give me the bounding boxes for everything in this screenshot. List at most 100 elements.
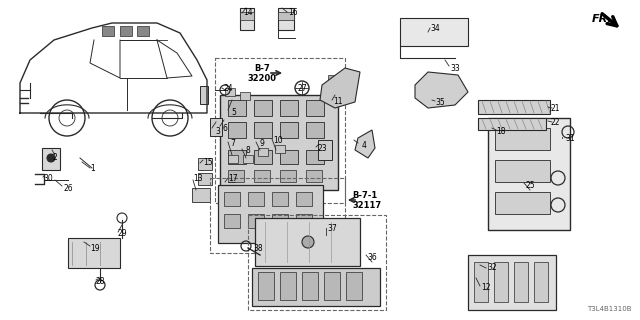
Text: 7: 7 <box>230 139 236 148</box>
Text: 8: 8 <box>246 146 250 155</box>
Text: 9: 9 <box>260 139 264 148</box>
Text: 26: 26 <box>63 183 73 193</box>
Bar <box>240 12 254 20</box>
Text: 18: 18 <box>496 126 506 135</box>
Text: 1: 1 <box>91 164 95 172</box>
Text: 28: 28 <box>95 276 105 285</box>
Bar <box>324 272 340 300</box>
Bar <box>68 238 120 268</box>
Bar <box>494 262 508 302</box>
Text: 10: 10 <box>273 135 283 145</box>
Bar <box>280 100 298 116</box>
Bar <box>514 262 528 302</box>
Bar <box>137 26 149 36</box>
Bar <box>210 178 345 253</box>
Polygon shape <box>415 72 468 108</box>
Bar <box>302 272 318 300</box>
Bar <box>254 122 272 138</box>
Bar <box>318 140 332 160</box>
Bar <box>306 170 322 182</box>
Text: 2: 2 <box>52 153 58 162</box>
Text: 5: 5 <box>232 108 236 116</box>
Polygon shape <box>320 68 360 108</box>
Text: 30: 30 <box>43 173 53 182</box>
Text: 25: 25 <box>525 180 535 189</box>
Bar <box>228 155 238 163</box>
Bar <box>280 170 296 182</box>
Text: 12: 12 <box>481 284 491 292</box>
Bar <box>272 214 288 228</box>
Text: 14: 14 <box>243 7 253 17</box>
Bar <box>240 92 250 100</box>
Bar <box>420 80 448 102</box>
Bar <box>495 128 550 150</box>
Bar <box>280 150 298 164</box>
Bar <box>495 160 550 182</box>
Bar <box>478 100 550 114</box>
Polygon shape <box>355 130 375 158</box>
Bar <box>272 192 288 206</box>
Bar <box>192 188 210 202</box>
Bar <box>278 12 294 20</box>
Bar <box>328 75 346 97</box>
Bar <box>254 170 270 182</box>
Bar <box>278 8 294 30</box>
Bar <box>296 214 312 228</box>
Bar <box>468 255 556 310</box>
Bar <box>210 118 222 136</box>
Bar <box>240 8 254 30</box>
Bar <box>478 118 546 130</box>
Bar <box>228 100 246 116</box>
Text: 24: 24 <box>223 84 233 92</box>
Text: 29: 29 <box>117 228 127 237</box>
Circle shape <box>302 236 314 248</box>
Bar <box>306 100 324 116</box>
Bar <box>474 262 488 302</box>
Bar <box>218 185 323 243</box>
Text: 21: 21 <box>550 103 560 113</box>
Text: 4: 4 <box>362 140 367 149</box>
Text: 31: 31 <box>565 133 575 142</box>
Text: 34: 34 <box>430 23 440 33</box>
Bar <box>248 214 264 228</box>
Text: B-7: B-7 <box>254 63 270 73</box>
Text: 16: 16 <box>288 7 298 17</box>
Text: 15: 15 <box>203 157 213 166</box>
Bar <box>228 170 244 182</box>
Bar <box>252 268 380 306</box>
Bar <box>224 214 240 228</box>
Text: 17: 17 <box>228 173 238 182</box>
Text: 32: 32 <box>487 263 497 273</box>
Bar <box>198 158 212 170</box>
Bar <box>198 173 212 185</box>
Circle shape <box>47 154 55 162</box>
Bar <box>534 262 548 302</box>
Bar <box>228 122 246 138</box>
Text: B-7-1: B-7-1 <box>352 190 377 199</box>
Text: 35: 35 <box>435 98 445 107</box>
Bar <box>248 215 386 310</box>
Bar <box>488 118 570 230</box>
Bar <box>296 192 312 206</box>
Bar <box>258 148 268 156</box>
Text: 13: 13 <box>193 173 203 182</box>
Bar <box>243 155 253 163</box>
Bar <box>254 150 272 164</box>
Bar <box>306 150 324 164</box>
Bar <box>346 272 362 300</box>
Bar <box>224 192 240 206</box>
Bar <box>495 192 550 214</box>
Text: 27: 27 <box>297 84 307 92</box>
Text: 23: 23 <box>317 143 327 153</box>
Bar <box>254 100 272 116</box>
Text: 38: 38 <box>253 244 263 252</box>
Bar <box>220 95 338 190</box>
Text: 19: 19 <box>90 244 100 252</box>
Bar <box>258 272 274 300</box>
Bar <box>306 122 324 138</box>
Bar <box>225 88 235 96</box>
Bar <box>280 272 296 300</box>
Bar <box>400 18 468 46</box>
Text: 33: 33 <box>450 63 460 73</box>
Bar <box>200 86 208 104</box>
